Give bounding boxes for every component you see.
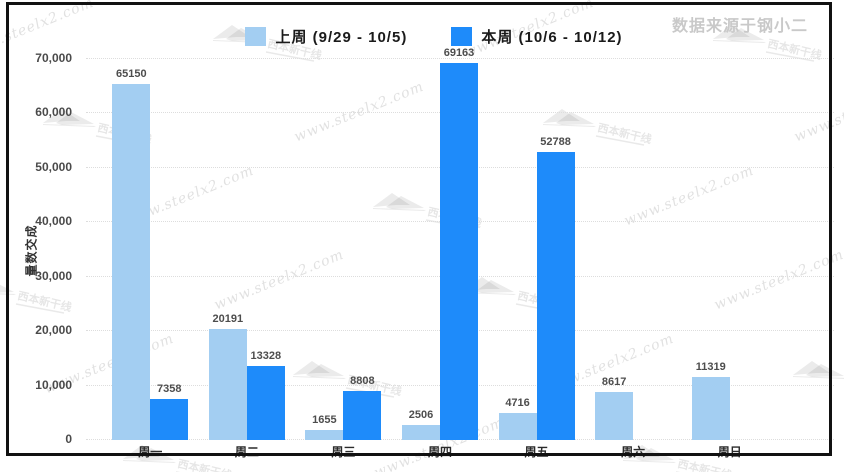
mountain-icon: 西本新干线 (793, 361, 844, 379)
y-axis-tick-label: 60,000 (35, 105, 72, 120)
y-axis-title: 成交数量 (24, 224, 39, 276)
svg-text:西本新干线: 西本新干线 (16, 288, 72, 314)
bar-this-week-周一[interactable] (150, 398, 189, 440)
bar-last-week-周二[interactable] (208, 329, 247, 440)
y-axis-tick-label: 70,000 (35, 51, 72, 65)
legend-item-last-week[interactable]: 上周 (9/29 - 10/5) (245, 26, 407, 47)
y-axis-tick-label: 40,000 (35, 214, 72, 229)
x-axis-label: 周日 (717, 445, 742, 459)
bar-this-week-周四[interactable] (440, 62, 478, 440)
bar-value-label: 8617 (601, 376, 627, 389)
svg-text:西本新干线: 西本新干线 (596, 120, 652, 146)
bar-value-label: 69163 (443, 46, 475, 59)
legend-label-this-week: 本周 (10/6 - 10/12) (481, 29, 623, 46)
bar-value-label: 7358 (157, 382, 182, 395)
y-axis-tick-label: 50,000 (35, 159, 72, 174)
bar-value-label: 8808 (350, 375, 375, 388)
bar-last-week-周四[interactable] (402, 425, 440, 440)
bar-value-label: 2506 (408, 409, 434, 422)
bar-last-week-周日[interactable] (691, 377, 730, 440)
x-axis-label: 周四 (427, 445, 452, 459)
bar-value-label: 20191 (212, 313, 244, 326)
y-axis-tick-label: 0 (65, 432, 72, 446)
y-axis-tick-label: 30,000 (35, 268, 72, 283)
bar-value-label: 52788 (540, 135, 571, 148)
watermark-text: www.steelx2.com (212, 246, 347, 314)
legend-swatch-this-week (451, 27, 473, 46)
legend-label-last-week: 上周 (9/29 - 10/5) (275, 29, 408, 46)
gridline (86, 58, 834, 59)
y-axis-tick-label: 10,000 (35, 377, 72, 392)
legend-item-this-week[interactable]: 本周 (10/6 - 10/12) (451, 26, 622, 47)
y-axis-tick-label: 20,000 (35, 323, 72, 338)
bar-this-week-周二[interactable] (246, 366, 285, 440)
x-axis-label: 周二 (234, 445, 259, 459)
bar-last-week-周五[interactable] (498, 413, 537, 440)
watermark-text: www.steelx2.com (622, 162, 757, 230)
x-axis-label: 周三 (331, 445, 356, 459)
x-axis-label: 周五 (524, 445, 549, 459)
x-axis-label: 周六 (621, 445, 646, 459)
bar-value-label: 4716 (505, 397, 530, 410)
bar-last-week-周一[interactable] (112, 84, 151, 440)
watermark-text: www.steelx2.com (712, 246, 844, 314)
legend-swatch-last-week (245, 27, 267, 46)
bar-value-label: 11319 (695, 361, 726, 374)
bar-value-label: 65150 (115, 68, 147, 81)
bar-this-week-周三[interactable] (343, 391, 382, 440)
bar-this-week-周五[interactable] (536, 151, 575, 440)
bar-value-label: 13328 (250, 350, 282, 363)
chart-legend: 上周 (9/29 - 10/5) 本周 (10/6 - 10/12) (12, 26, 844, 47)
bar-last-week-周三[interactable] (305, 429, 344, 440)
data-source-label: 数据来源于钢小二 (671, 18, 808, 35)
x-axis-label: 周一 (138, 445, 163, 459)
bar-value-label: 1655 (312, 413, 337, 426)
bar-last-week-周六[interactable] (595, 392, 634, 440)
watermark-logo: 西本新干线 (790, 356, 844, 403)
